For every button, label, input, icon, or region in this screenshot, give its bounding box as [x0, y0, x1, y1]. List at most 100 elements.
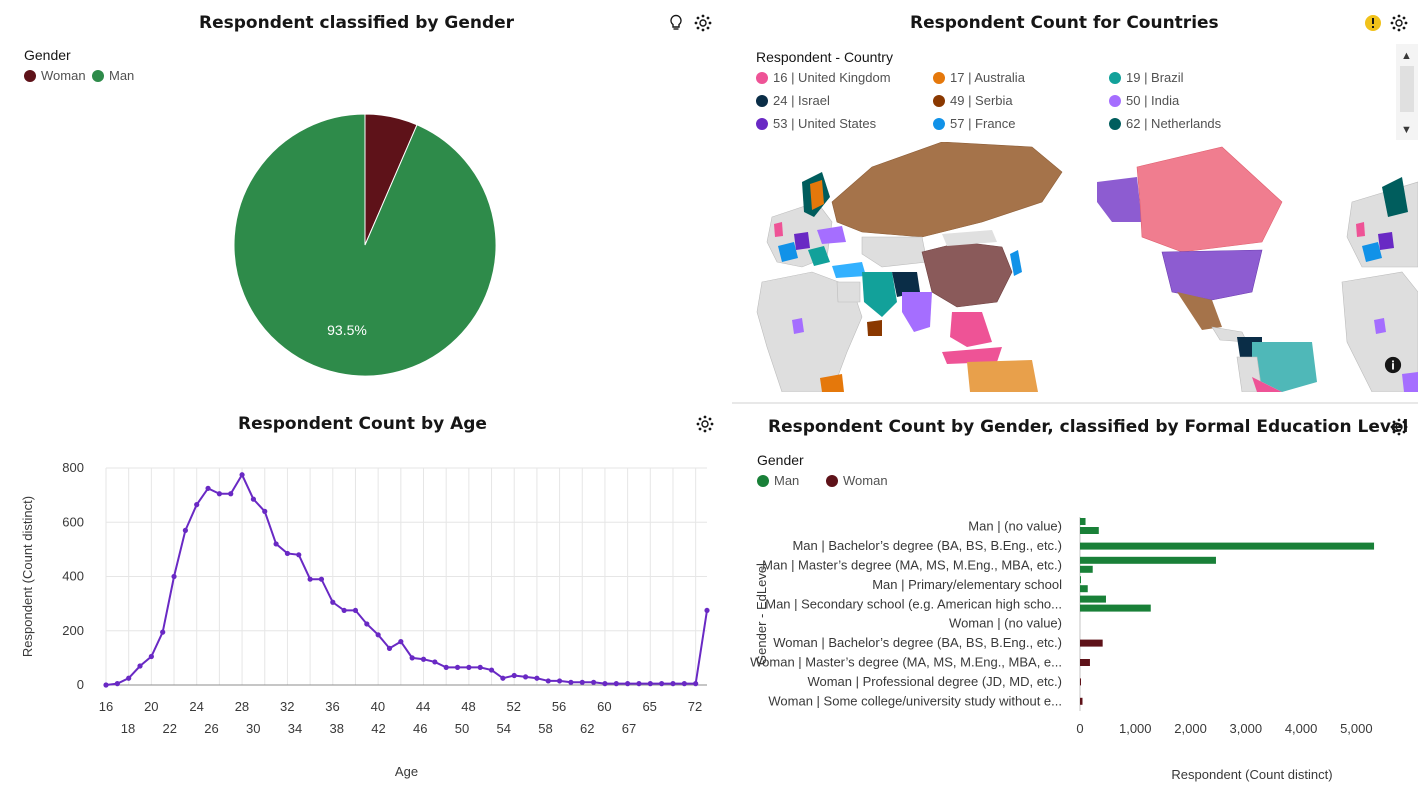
- age-data-point[interactable]: [262, 508, 268, 514]
- map-country-south-africa[interactable]: [820, 374, 844, 392]
- edu-bar[interactable]: [1080, 604, 1151, 612]
- map-country-mideast[interactable]: [862, 272, 897, 317]
- age-data-point[interactable]: [352, 607, 359, 614]
- map-country-kenya[interactable]: [867, 320, 882, 336]
- edu-bar[interactable]: [1080, 527, 1099, 534]
- map-country-sa-wrap[interactable]: [1402, 372, 1418, 392]
- map-country-japan[interactable]: [1010, 250, 1022, 276]
- age-data-point[interactable]: [194, 502, 200, 508]
- age-data-point[interactable]: [160, 629, 166, 635]
- scrollbar-thumb[interactable]: [1400, 66, 1414, 112]
- age-data-point[interactable]: [602, 681, 608, 687]
- edu-bar[interactable]: [1080, 556, 1216, 564]
- map-country-russia[interactable]: [831, 142, 1063, 238]
- age-data-point[interactable]: [103, 682, 109, 688]
- age-data-point[interactable]: [545, 678, 551, 684]
- map-country-nordic-wrap[interactable]: [1382, 177, 1408, 217]
- country-legend-item[interactable]: 53 | United States: [756, 116, 876, 131]
- age-data-point[interactable]: [171, 573, 177, 580]
- age-data-point[interactable]: [250, 496, 257, 502]
- map-country-alaska[interactable]: [1097, 177, 1142, 222]
- map-country-france[interactable]: [778, 242, 798, 262]
- map-country-india[interactable]: [902, 292, 932, 332]
- age-data-point[interactable]: [409, 655, 415, 661]
- map-country-argentina[interactable]: [1252, 377, 1282, 392]
- settings-icon[interactable]: [1390, 14, 1408, 32]
- age-data-point[interactable]: [364, 621, 370, 627]
- pie-slice-man[interactable]: [233, 113, 497, 377]
- map-country-iran[interactable]: [892, 272, 920, 297]
- age-data-point[interactable]: [579, 679, 585, 685]
- info-icon[interactable]: [1384, 356, 1402, 374]
- country-legend-item[interactable]: 24 | Israel: [756, 93, 830, 108]
- age-data-point[interactable]: [670, 681, 676, 687]
- age-data-point[interactable]: [704, 607, 710, 614]
- legend-item-woman[interactable]: Woman: [24, 68, 86, 83]
- age-data-point[interactable]: [398, 639, 404, 645]
- age-data-point[interactable]: [330, 599, 336, 605]
- edu-bar[interactable]: [1080, 639, 1103, 647]
- map-country-indonesia[interactable]: [942, 347, 1002, 364]
- age-data-point[interactable]: [659, 681, 665, 687]
- country-legend-item[interactable]: 50 | India: [1109, 93, 1179, 108]
- age-data-point[interactable]: [432, 659, 438, 665]
- legend-item-man[interactable]: Man: [757, 473, 799, 488]
- country-legend-item[interactable]: 49 | Serbia: [933, 93, 1013, 108]
- age-data-point[interactable]: [681, 681, 687, 687]
- age-data-point[interactable]: [625, 681, 631, 687]
- map-country-balkan[interactable]: [808, 246, 830, 266]
- legend-item-man[interactable]: Man: [92, 68, 134, 83]
- age-data-point[interactable]: [182, 527, 188, 533]
- map-region-africa[interactable]: [756, 271, 863, 392]
- map-country-uk[interactable]: [774, 222, 783, 237]
- map-country-madagascar[interactable]: [792, 318, 804, 334]
- age-data-point[interactable]: [556, 678, 563, 684]
- age-data-point[interactable]: [386, 645, 393, 651]
- legend-scrollbar[interactable]: ▲ ▼: [1396, 44, 1418, 140]
- edu-bar[interactable]: [1080, 518, 1086, 525]
- map-country-kazakhstan[interactable]: [861, 236, 928, 268]
- age-data-point[interactable]: [488, 667, 495, 673]
- map-country-uk-wrap[interactable]: [1356, 222, 1365, 237]
- map-country-se-asia[interactable]: [950, 312, 992, 347]
- edu-bar[interactable]: [1080, 585, 1088, 593]
- edu-bar[interactable]: [1080, 576, 1081, 584]
- edu-bar[interactable]: [1080, 565, 1093, 573]
- settings-icon[interactable]: [694, 14, 712, 32]
- age-data-point[interactable]: [500, 675, 506, 681]
- country-legend-item[interactable]: 19 | Brazil: [1109, 70, 1184, 85]
- age-data-point[interactable]: [534, 675, 540, 681]
- map-country-mexico[interactable]: [1177, 292, 1222, 330]
- map-country-turkey[interactable]: [832, 262, 866, 278]
- age-data-point[interactable]: [647, 681, 653, 687]
- age-data-point[interactable]: [443, 664, 449, 670]
- age-data-point[interactable]: [375, 632, 381, 638]
- country-legend-item[interactable]: 17 | Australia: [933, 70, 1025, 85]
- map-country-canada[interactable]: [1136, 146, 1283, 253]
- scroll-up-icon[interactable]: ▲: [1401, 50, 1412, 62]
- lightbulb-icon[interactable]: [667, 14, 685, 32]
- map-country-madagascar-wrap[interactable]: [1374, 318, 1386, 334]
- country-legend-item[interactable]: 57 | France: [933, 116, 1016, 131]
- age-data-point[interactable]: [148, 653, 154, 660]
- age-data-point[interactable]: [477, 664, 483, 670]
- map-country-germany[interactable]: [794, 232, 810, 250]
- age-data-point[interactable]: [114, 681, 120, 687]
- map-country-germany-wrap[interactable]: [1378, 232, 1394, 250]
- map-country-france-wrap[interactable]: [1362, 242, 1382, 262]
- warning-icon[interactable]: [1364, 14, 1382, 32]
- map-country-usa[interactable]: [1161, 249, 1263, 301]
- age-data-point[interactable]: [137, 663, 143, 669]
- age-data-point[interactable]: [522, 674, 529, 680]
- country-legend-item[interactable]: 62 | Netherlands: [1109, 116, 1221, 131]
- legend-item-woman[interactable]: Woman: [826, 473, 888, 488]
- edu-bar[interactable]: [1080, 595, 1106, 603]
- country-legend-item[interactable]: 16 | United Kingdom: [756, 70, 891, 85]
- edu-bar[interactable]: [1080, 542, 1375, 550]
- edu-bar[interactable]: [1080, 678, 1081, 686]
- settings-icon[interactable]: [1390, 418, 1408, 436]
- age-data-point[interactable]: [454, 664, 461, 670]
- age-data-point[interactable]: [636, 681, 642, 687]
- age-data-point[interactable]: [307, 576, 313, 582]
- age-data-point[interactable]: [318, 576, 325, 582]
